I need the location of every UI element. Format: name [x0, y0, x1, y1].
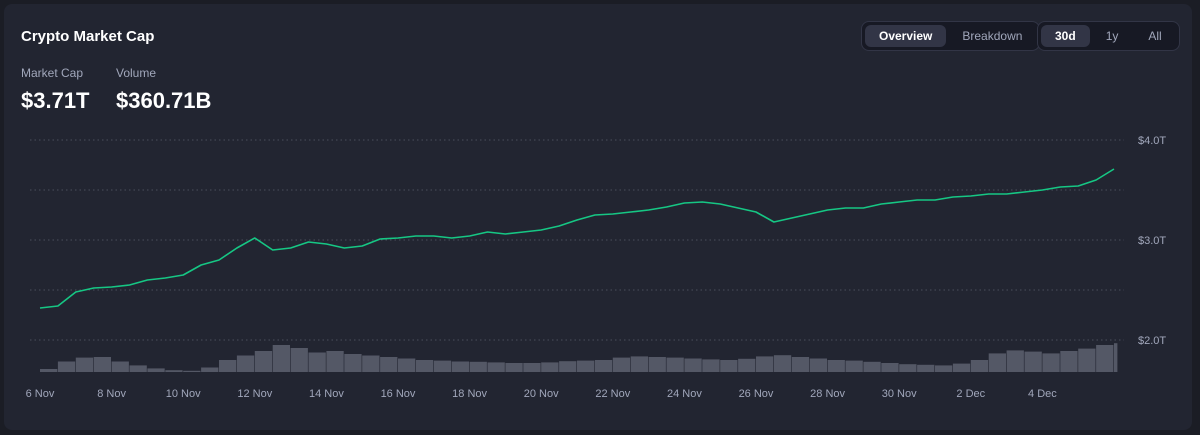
volume-bar: [523, 363, 541, 372]
market-cap-label: Market Cap: [21, 66, 84, 80]
volume-bar: [684, 358, 702, 372]
volume-bar: [845, 360, 863, 372]
volume-bar: [756, 356, 774, 372]
volume-bar: [362, 355, 380, 372]
volume-bar: [630, 356, 648, 372]
x-tick-label: 28 Nov: [810, 388, 845, 400]
x-tick-label: 10 Nov: [166, 388, 201, 400]
volume-bar: [881, 363, 899, 372]
x-tick-label: 6 Nov: [26, 388, 55, 400]
volume-bar: [111, 361, 129, 372]
volume-bar: [1060, 351, 1078, 372]
volume-bar: [236, 355, 255, 372]
market-cap-card: Crypto Market Cap Market Cap $3.71T Volu…: [4, 4, 1192, 430]
volume-bar: [863, 361, 881, 372]
market-cap-chart[interactable]: $4.0T $3.0T $2.0T 6 Nov 8 Nov 10 Nov 12 Nov 14 …: [4, 4, 1192, 430]
volume-bar: [40, 369, 58, 372]
volume-bar: [1024, 351, 1042, 372]
volume-label: Volume: [116, 66, 157, 80]
range-toggle: 30d 1y All: [1037, 21, 1180, 51]
volume-bar: [254, 351, 273, 372]
volume-bar: [129, 365, 147, 372]
volume-bar: [344, 354, 362, 372]
volume-bar: [93, 357, 111, 372]
volume-bar: [1114, 343, 1118, 372]
x-tick-label: 12 Nov: [237, 388, 272, 400]
x-tick-label: 16 Nov: [381, 388, 416, 400]
volume-bar: [505, 363, 523, 372]
x-tick-label: 2 Dec: [956, 388, 985, 400]
x-tick-label: 22 Nov: [595, 388, 630, 400]
volume-bar: [666, 357, 684, 372]
volume-bar: [720, 360, 738, 372]
volume-bar: [702, 359, 720, 372]
x-tick-label: 30 Nov: [882, 388, 917, 400]
volume-bar: [773, 355, 792, 372]
x-tick-label: 24 Nov: [667, 388, 702, 400]
x-tick-label: 14 Nov: [309, 388, 344, 400]
x-tick-label: 8 Nov: [97, 388, 126, 400]
volume-bar: [290, 348, 308, 372]
volume-bar: [612, 357, 631, 372]
volume-bar: [183, 370, 201, 372]
volume-bar: [165, 370, 183, 372]
volume-bar: [451, 361, 469, 372]
volume-bar: [326, 351, 344, 372]
volume-bar: [380, 357, 398, 372]
volume-bar: [487, 362, 505, 372]
volume-bar: [809, 358, 827, 372]
volume-bar: [201, 367, 219, 372]
tab-overview[interactable]: Overview: [865, 25, 947, 47]
y-tick-label: $3.0T: [1138, 235, 1166, 247]
y-tick-label: $2.0T: [1138, 335, 1166, 347]
volume-bar: [398, 358, 416, 372]
volume-bar: [1006, 350, 1024, 372]
volume-bar: [308, 352, 326, 372]
x-tick-label: 4 Dec: [1028, 388, 1057, 400]
volume-bar: [791, 357, 810, 372]
volume-bar: [559, 361, 577, 372]
volume-bar: [827, 360, 845, 372]
volume-bar: [594, 360, 613, 372]
view-toggle: Overview Breakdown: [861, 21, 1041, 51]
volume-bar: [970, 360, 989, 372]
volume-bar: [577, 360, 595, 372]
volume-bar: [433, 360, 452, 372]
volume-bar: [1096, 345, 1114, 372]
volume-bar: [57, 361, 76, 372]
volume-bar: [541, 362, 559, 372]
y-tick-label: $4.0T: [1138, 135, 1166, 147]
volume-bar: [415, 360, 434, 372]
volume-bar: [469, 361, 487, 372]
volume-bar: [147, 368, 165, 372]
x-tick-label: 26 Nov: [739, 388, 774, 400]
volume-bar: [899, 364, 917, 372]
volume-bar: [917, 364, 935, 372]
volume-bar: [935, 365, 953, 372]
tab-breakdown[interactable]: Breakdown: [962, 29, 1023, 43]
volume-value: $360.71B: [116, 88, 212, 113]
range-1y[interactable]: 1y: [1105, 29, 1119, 43]
volume-bar: [648, 357, 666, 372]
market-cap-line: [39, 168, 1115, 309]
volume-bar: [272, 345, 290, 372]
x-tick-label: 18 Nov: [452, 388, 487, 400]
range-30d[interactable]: 30d: [1041, 25, 1090, 47]
volume-bar: [738, 358, 756, 372]
market-cap-value: $3.71T: [21, 88, 90, 113]
volume-bar: [219, 360, 237, 372]
volume-bar: [952, 363, 971, 372]
volume-bar: [75, 357, 94, 372]
x-tick-label: 20 Nov: [524, 388, 559, 400]
range-all[interactable]: All: [1148, 29, 1162, 43]
card-title: Crypto Market Cap: [21, 28, 155, 45]
volume-bar: [1042, 353, 1060, 372]
volume-bar: [1078, 348, 1096, 372]
volume-bar: [988, 353, 1006, 372]
